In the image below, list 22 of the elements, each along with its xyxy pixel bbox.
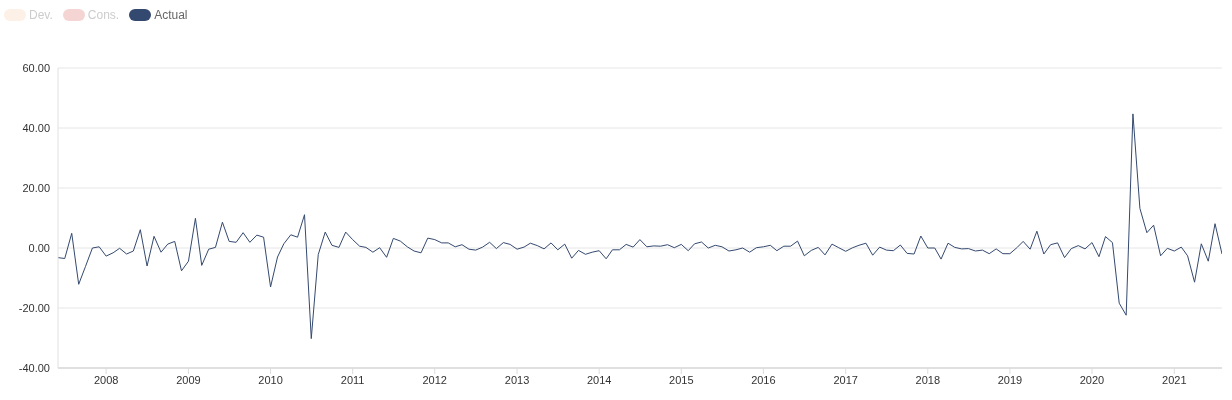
x-tick-label: 2017 bbox=[833, 373, 858, 386]
x-tick-label: 2013 bbox=[504, 373, 530, 386]
y-tick-label: -20.00 bbox=[18, 301, 50, 314]
y-tick-label: -40.00 bbox=[18, 361, 50, 374]
x-tick-label: 2018 bbox=[915, 373, 941, 386]
x-tick-label: 2021 bbox=[1162, 373, 1187, 386]
y-tick-label: 0.00 bbox=[28, 241, 50, 254]
y-tick-label: 20.00 bbox=[22, 181, 50, 194]
x-tick-label: 2012 bbox=[422, 373, 447, 386]
x-tick-label: 2015 bbox=[669, 373, 694, 386]
x-tick-label: 2011 bbox=[340, 373, 365, 386]
legend-label: Actual bbox=[154, 8, 188, 22]
x-tick-label: 2019 bbox=[997, 373, 1023, 386]
y-tick-label: 60.00 bbox=[22, 61, 50, 74]
x-tick-label: 2009 bbox=[176, 373, 201, 386]
line-series bbox=[58, 113, 1222, 340]
x-tick-label: 2016 bbox=[751, 373, 776, 386]
x-tick-label: 2014 bbox=[586, 373, 612, 386]
x-tick-label: 2020 bbox=[1079, 373, 1105, 386]
x-tick-label: 2010 bbox=[258, 373, 283, 386]
x-tick-label: 2008 bbox=[93, 373, 119, 386]
y-tick-label: 40.00 bbox=[22, 121, 50, 134]
